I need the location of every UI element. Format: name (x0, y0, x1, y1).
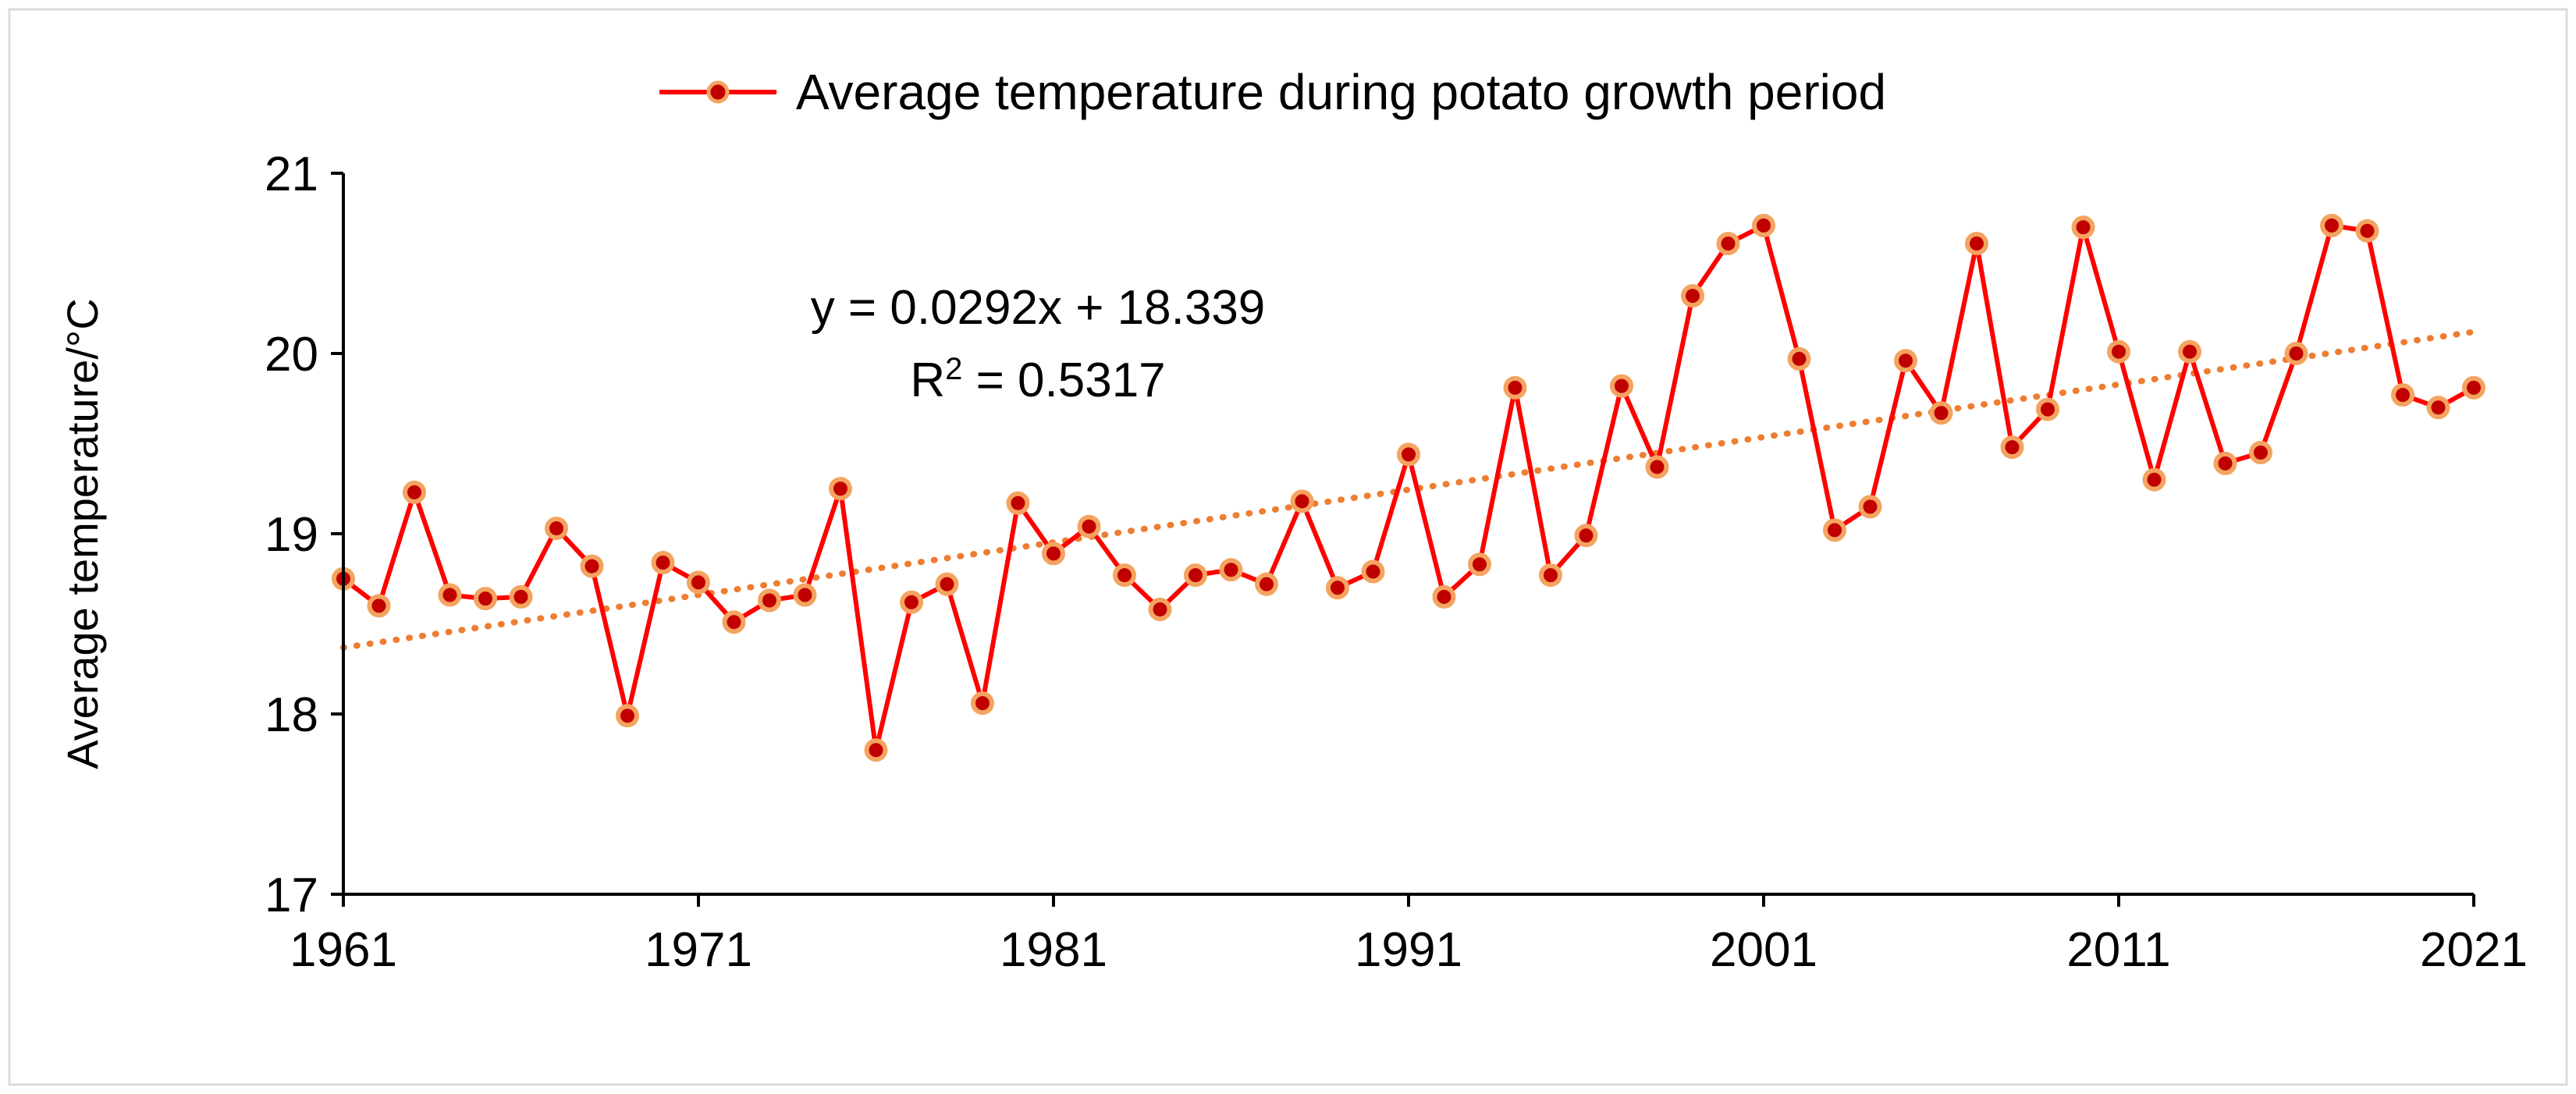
data-point (864, 738, 888, 762)
data-point (1752, 213, 1775, 237)
data-point (2178, 339, 2201, 364)
y-tick-label: 19 (265, 508, 318, 562)
data-point (1681, 284, 1704, 308)
data-point (2320, 213, 2343, 237)
data-point (1255, 572, 1278, 596)
x-tick-label: 1981 (1000, 923, 1107, 977)
x-tick-label: 2011 (2066, 923, 2170, 977)
data-point (545, 517, 568, 541)
data-point (2036, 397, 2059, 421)
data-point (1326, 576, 1349, 600)
data-point (580, 554, 604, 578)
data-point (1042, 542, 1065, 566)
data-point (1219, 558, 1243, 582)
data-point (651, 550, 675, 574)
y-tick-label: 20 (265, 328, 318, 382)
data-point (509, 584, 533, 609)
data-point (1645, 455, 1669, 479)
data-point (2249, 441, 2272, 465)
y-tick-label: 18 (265, 688, 318, 742)
data-point (1574, 524, 1598, 548)
data-point (935, 572, 959, 596)
data-point (1823, 518, 1846, 542)
trend-line (340, 329, 2477, 651)
trend-equation: y = 0.0292x + 18.339 R2 = 0.5317 (811, 281, 1266, 407)
data-point (2000, 435, 2024, 460)
data-point (1929, 401, 1953, 425)
data-point (2426, 396, 2450, 420)
data-point (1858, 495, 1882, 519)
data-series (332, 213, 2485, 762)
data-point (367, 594, 391, 618)
data-point (1539, 563, 1562, 588)
data-point (1148, 598, 1172, 622)
r-squared-text: R2 = 0.5317 (910, 352, 1165, 407)
data-point (1610, 374, 1633, 398)
x-tick-label: 1961 (290, 923, 397, 977)
data-point (403, 480, 426, 504)
data-point (829, 477, 852, 501)
data-point (793, 583, 817, 607)
legend-label: Average temperature during potato growth… (796, 64, 1886, 120)
data-point (1290, 489, 1314, 513)
data-point (1894, 349, 1917, 373)
x-tick-label: 1971 (645, 923, 752, 977)
data-point (1113, 563, 1136, 588)
data-point (2107, 339, 2130, 364)
data-point (2355, 218, 2379, 243)
data-point (474, 587, 497, 611)
data-point (2462, 375, 2485, 400)
data-point (2142, 467, 2166, 492)
data-point (1361, 559, 1385, 584)
data-point (438, 583, 462, 607)
data-point (2391, 383, 2414, 407)
data-point (758, 588, 781, 613)
x-tick-label: 2021 (2420, 923, 2528, 977)
data-point (2284, 342, 2308, 365)
legend: Average temperature during potato growth… (659, 64, 1886, 120)
data-point (1716, 232, 1740, 256)
trend-equation-text: y = 0.0292x + 18.339 (811, 281, 1266, 335)
data-point (900, 590, 923, 614)
y-tick-label: 21 (265, 147, 318, 201)
data-point (2071, 215, 2095, 240)
data-point (687, 570, 710, 595)
y-tick-label: 17 (265, 868, 318, 922)
data-point (1468, 552, 1491, 577)
data-point (1503, 375, 1527, 400)
data-point (1965, 232, 1988, 256)
data-point (971, 691, 994, 716)
data-point (1397, 442, 1420, 467)
data-point (1006, 491, 1030, 515)
x-tick-label: 2001 (1710, 923, 1817, 977)
trendline (340, 329, 2477, 651)
data-point (616, 704, 639, 728)
y-axis-title: Average temperature/°C (58, 298, 107, 769)
data-point (2213, 451, 2237, 475)
data-point (1077, 514, 1101, 538)
x-tick-label: 1991 (1355, 923, 1462, 977)
data-point (1432, 584, 1456, 609)
data-point (1787, 346, 1811, 371)
r-squared-superscript: 2 (945, 352, 962, 386)
data-point (722, 610, 746, 634)
legend-marker (706, 80, 730, 104)
data-point (1184, 563, 1207, 588)
